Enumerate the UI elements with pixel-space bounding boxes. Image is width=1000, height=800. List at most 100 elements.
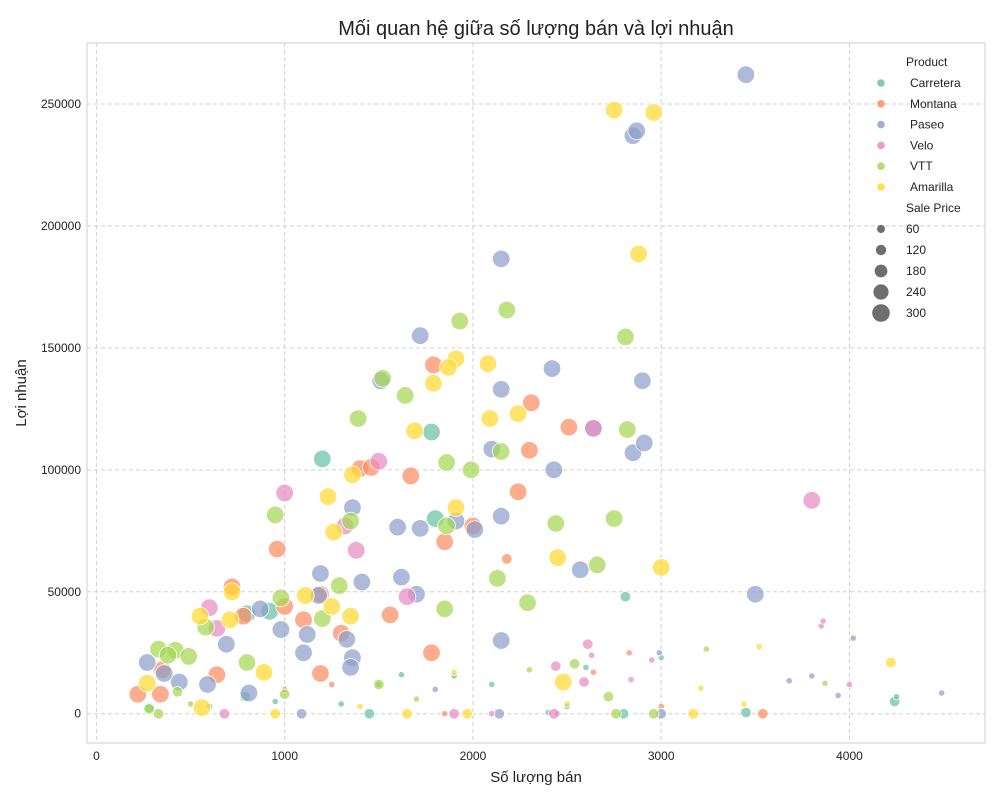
data-point <box>198 675 217 694</box>
data-point <box>740 700 748 708</box>
data-points <box>128 65 946 720</box>
data-point <box>373 678 385 691</box>
data-point <box>697 684 705 692</box>
y-tick-label: 200000 <box>41 219 81 233</box>
legend-size-title: Sale Price <box>906 201 961 215</box>
data-point <box>635 433 654 453</box>
data-point <box>278 688 291 700</box>
x-axis-label: Số lượng bán <box>490 769 582 786</box>
data-point <box>328 680 336 689</box>
legend-size-marker <box>873 284 889 300</box>
data-point <box>627 121 646 141</box>
data-point <box>138 653 157 672</box>
data-point <box>548 708 560 720</box>
x-tick-label: 4000 <box>836 749 863 763</box>
data-point <box>437 453 456 472</box>
data-point <box>294 643 313 662</box>
data-point <box>802 491 822 510</box>
y-tick-label: 150000 <box>41 341 81 355</box>
y-tick-label: 100000 <box>41 463 81 477</box>
data-point <box>151 685 170 704</box>
grid-lines <box>87 43 985 743</box>
data-point <box>571 560 590 580</box>
legend-entry: Paseo <box>910 118 944 132</box>
data-point <box>441 710 449 718</box>
data-point <box>892 693 901 701</box>
legend-size-entry: 120 <box>906 243 926 257</box>
data-point <box>488 710 496 718</box>
data-point <box>363 708 376 720</box>
data-point <box>845 680 854 689</box>
data-point <box>217 635 236 654</box>
data-point <box>395 386 415 405</box>
data-point <box>250 599 270 619</box>
legend-marker <box>877 120 885 129</box>
data-point <box>171 686 184 698</box>
data-point <box>491 631 511 650</box>
data-point <box>518 593 537 612</box>
legend-hue-title: Product <box>906 55 948 69</box>
data-point <box>736 65 756 84</box>
data-point <box>480 409 500 428</box>
data-point <box>439 358 458 377</box>
data-point <box>373 369 392 388</box>
data-point <box>239 683 259 703</box>
series-amarilla <box>138 100 897 720</box>
data-point <box>254 663 274 682</box>
legend-size-marker <box>872 304 890 322</box>
legend-size-entry: 180 <box>906 264 926 278</box>
data-point <box>520 441 539 460</box>
data-point <box>424 355 443 375</box>
data-point <box>821 679 829 687</box>
data-point <box>647 708 660 720</box>
data-point <box>602 690 615 703</box>
data-point <box>542 359 562 378</box>
data-point <box>431 685 439 693</box>
data-point <box>819 617 827 625</box>
data-point <box>834 691 842 700</box>
data-point <box>655 649 663 657</box>
data-point <box>488 569 507 588</box>
data-point <box>582 638 594 650</box>
data-point <box>618 420 637 439</box>
data-point <box>633 371 652 391</box>
data-point <box>275 483 294 503</box>
data-point <box>412 695 421 703</box>
data-point <box>237 653 257 672</box>
data-point <box>785 677 793 685</box>
plot-frame <box>86 42 986 744</box>
data-point <box>343 465 362 484</box>
data-point <box>568 658 581 670</box>
data-point <box>446 498 466 517</box>
data-point <box>938 689 946 697</box>
data-point <box>546 514 565 533</box>
data-point <box>755 643 763 651</box>
data-point <box>651 558 671 577</box>
data-point <box>648 656 656 664</box>
data-point <box>422 422 441 442</box>
y-tick-label: 0 <box>74 707 81 721</box>
data-point <box>341 658 360 677</box>
series-vtt <box>143 300 829 720</box>
x-tick-label: 0 <box>93 749 100 763</box>
legend-size-entry: 60 <box>906 222 920 236</box>
data-point <box>629 244 648 264</box>
y-tick-label: 250000 <box>41 97 81 111</box>
data-point <box>450 311 469 331</box>
data-point <box>587 555 607 575</box>
data-point <box>322 597 341 616</box>
data-point <box>220 610 240 630</box>
data-point <box>271 620 291 639</box>
data-point <box>392 567 411 587</box>
x-tick-label: 1000 <box>271 749 298 763</box>
data-point <box>143 703 155 715</box>
data-point <box>644 103 663 122</box>
legend-entry: Montana <box>910 97 957 111</box>
data-point <box>435 532 454 551</box>
data-point <box>271 588 291 608</box>
data-point <box>554 672 573 692</box>
data-point <box>757 708 769 720</box>
legend-size-entry: 240 <box>906 285 926 299</box>
data-point <box>808 672 816 680</box>
data-point <box>337 700 345 708</box>
